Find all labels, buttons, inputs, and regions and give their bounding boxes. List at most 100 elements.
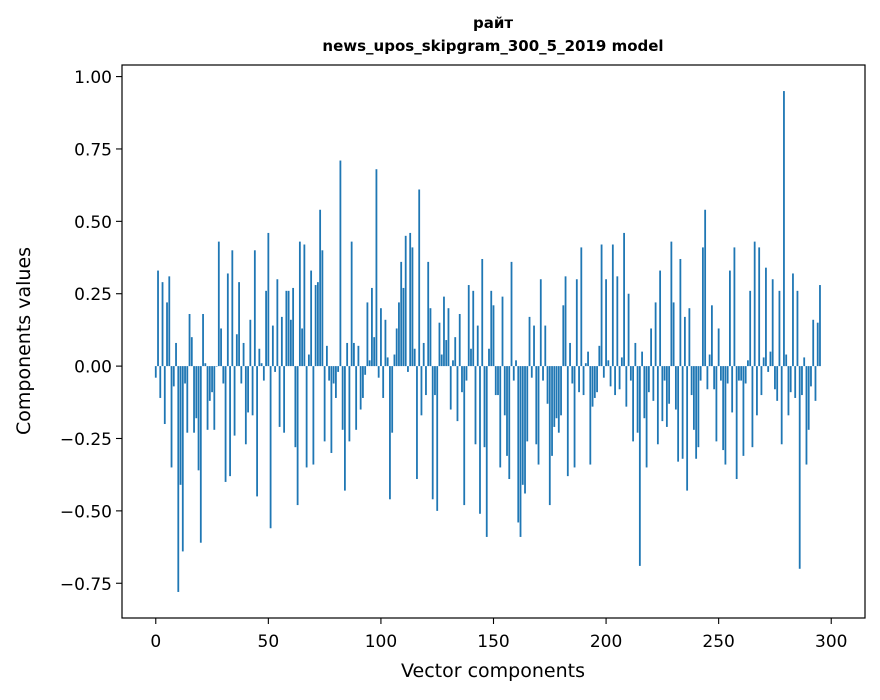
- bar: [181, 366, 184, 552]
- bar: [708, 354, 711, 367]
- bar: [425, 366, 427, 396]
- bar: [488, 348, 490, 367]
- bar: [647, 366, 650, 393]
- bar: [589, 366, 592, 465]
- bar: [551, 366, 553, 456]
- bar: [801, 366, 803, 396]
- bar: [571, 366, 574, 384]
- bar: [596, 366, 598, 393]
- bar: [537, 366, 540, 465]
- bar: [170, 366, 173, 468]
- bar: [355, 366, 358, 430]
- bar: [208, 366, 211, 401]
- bar: [726, 366, 729, 384]
- bar: [620, 357, 623, 367]
- bar: [472, 290, 475, 367]
- bar: [470, 348, 472, 367]
- bar: [578, 366, 580, 393]
- bar: [235, 334, 238, 367]
- bar: [544, 325, 547, 367]
- bar: [767, 366, 770, 372]
- bar: [393, 354, 396, 367]
- bar: [391, 366, 394, 433]
- bar: [449, 366, 452, 410]
- bar: [269, 366, 272, 529]
- bar: [668, 366, 671, 404]
- bar: [359, 366, 362, 410]
- bar: [659, 270, 662, 367]
- bar: [501, 296, 504, 367]
- y-tick-label: 0.00: [74, 358, 112, 378]
- bar: [458, 313, 461, 367]
- bar: [332, 366, 335, 384]
- bar: [175, 342, 177, 367]
- bar: [600, 244, 603, 367]
- bar: [598, 345, 601, 367]
- bar: [634, 342, 637, 367]
- bar: [677, 366, 680, 462]
- bar: [765, 267, 767, 367]
- bar: [247, 366, 249, 413]
- bar: [267, 232, 270, 367]
- bar: [699, 366, 702, 381]
- bar: [294, 366, 297, 448]
- bar: [569, 342, 571, 367]
- x-tick-label: 100: [365, 632, 397, 652]
- bar: [614, 366, 616, 396]
- bar: [582, 366, 585, 396]
- bar: [368, 360, 371, 367]
- bar: [692, 366, 695, 430]
- bar: [305, 366, 308, 468]
- bar: [756, 366, 758, 416]
- bar: [364, 366, 367, 375]
- bar: [163, 366, 166, 425]
- bar: [542, 366, 544, 381]
- bar: [296, 366, 299, 506]
- bar: [479, 366, 481, 514]
- bar: [429, 308, 432, 367]
- bar: [380, 308, 382, 367]
- bar: [812, 319, 815, 367]
- bar: [566, 366, 569, 477]
- bar: [256, 366, 258, 497]
- bar: [220, 328, 222, 367]
- bar: [555, 366, 558, 419]
- bar: [222, 366, 225, 384]
- bar: [656, 366, 659, 445]
- bar: [159, 366, 162, 398]
- bar: [625, 366, 628, 407]
- bar: [697, 366, 700, 448]
- y-tick-label: −0.25: [60, 430, 112, 450]
- bar: [510, 261, 513, 367]
- bar: [476, 325, 479, 367]
- bar: [774, 366, 776, 390]
- bar: [632, 366, 634, 442]
- bar: [366, 302, 369, 367]
- bar: [753, 241, 756, 367]
- bar: [769, 351, 772, 367]
- bar: [710, 305, 713, 367]
- bar: [503, 366, 506, 416]
- bar: [683, 316, 686, 367]
- bar: [373, 337, 376, 367]
- bar: [731, 366, 734, 413]
- bar: [454, 337, 457, 367]
- bar: [157, 270, 159, 367]
- bar: [186, 366, 189, 433]
- bar: [654, 302, 657, 367]
- bar: [168, 276, 171, 367]
- bar: [602, 366, 605, 378]
- y-tick-label: 0.50: [74, 213, 112, 233]
- bar: [564, 276, 567, 367]
- bar: [301, 328, 304, 367]
- bar: [303, 244, 306, 367]
- bar: [715, 366, 718, 442]
- bar: [348, 366, 351, 442]
- bar: [729, 270, 731, 367]
- bar: [283, 366, 286, 433]
- bar: [400, 261, 403, 367]
- bar: [650, 328, 653, 367]
- bar: [670, 241, 673, 367]
- bar: [202, 313, 204, 367]
